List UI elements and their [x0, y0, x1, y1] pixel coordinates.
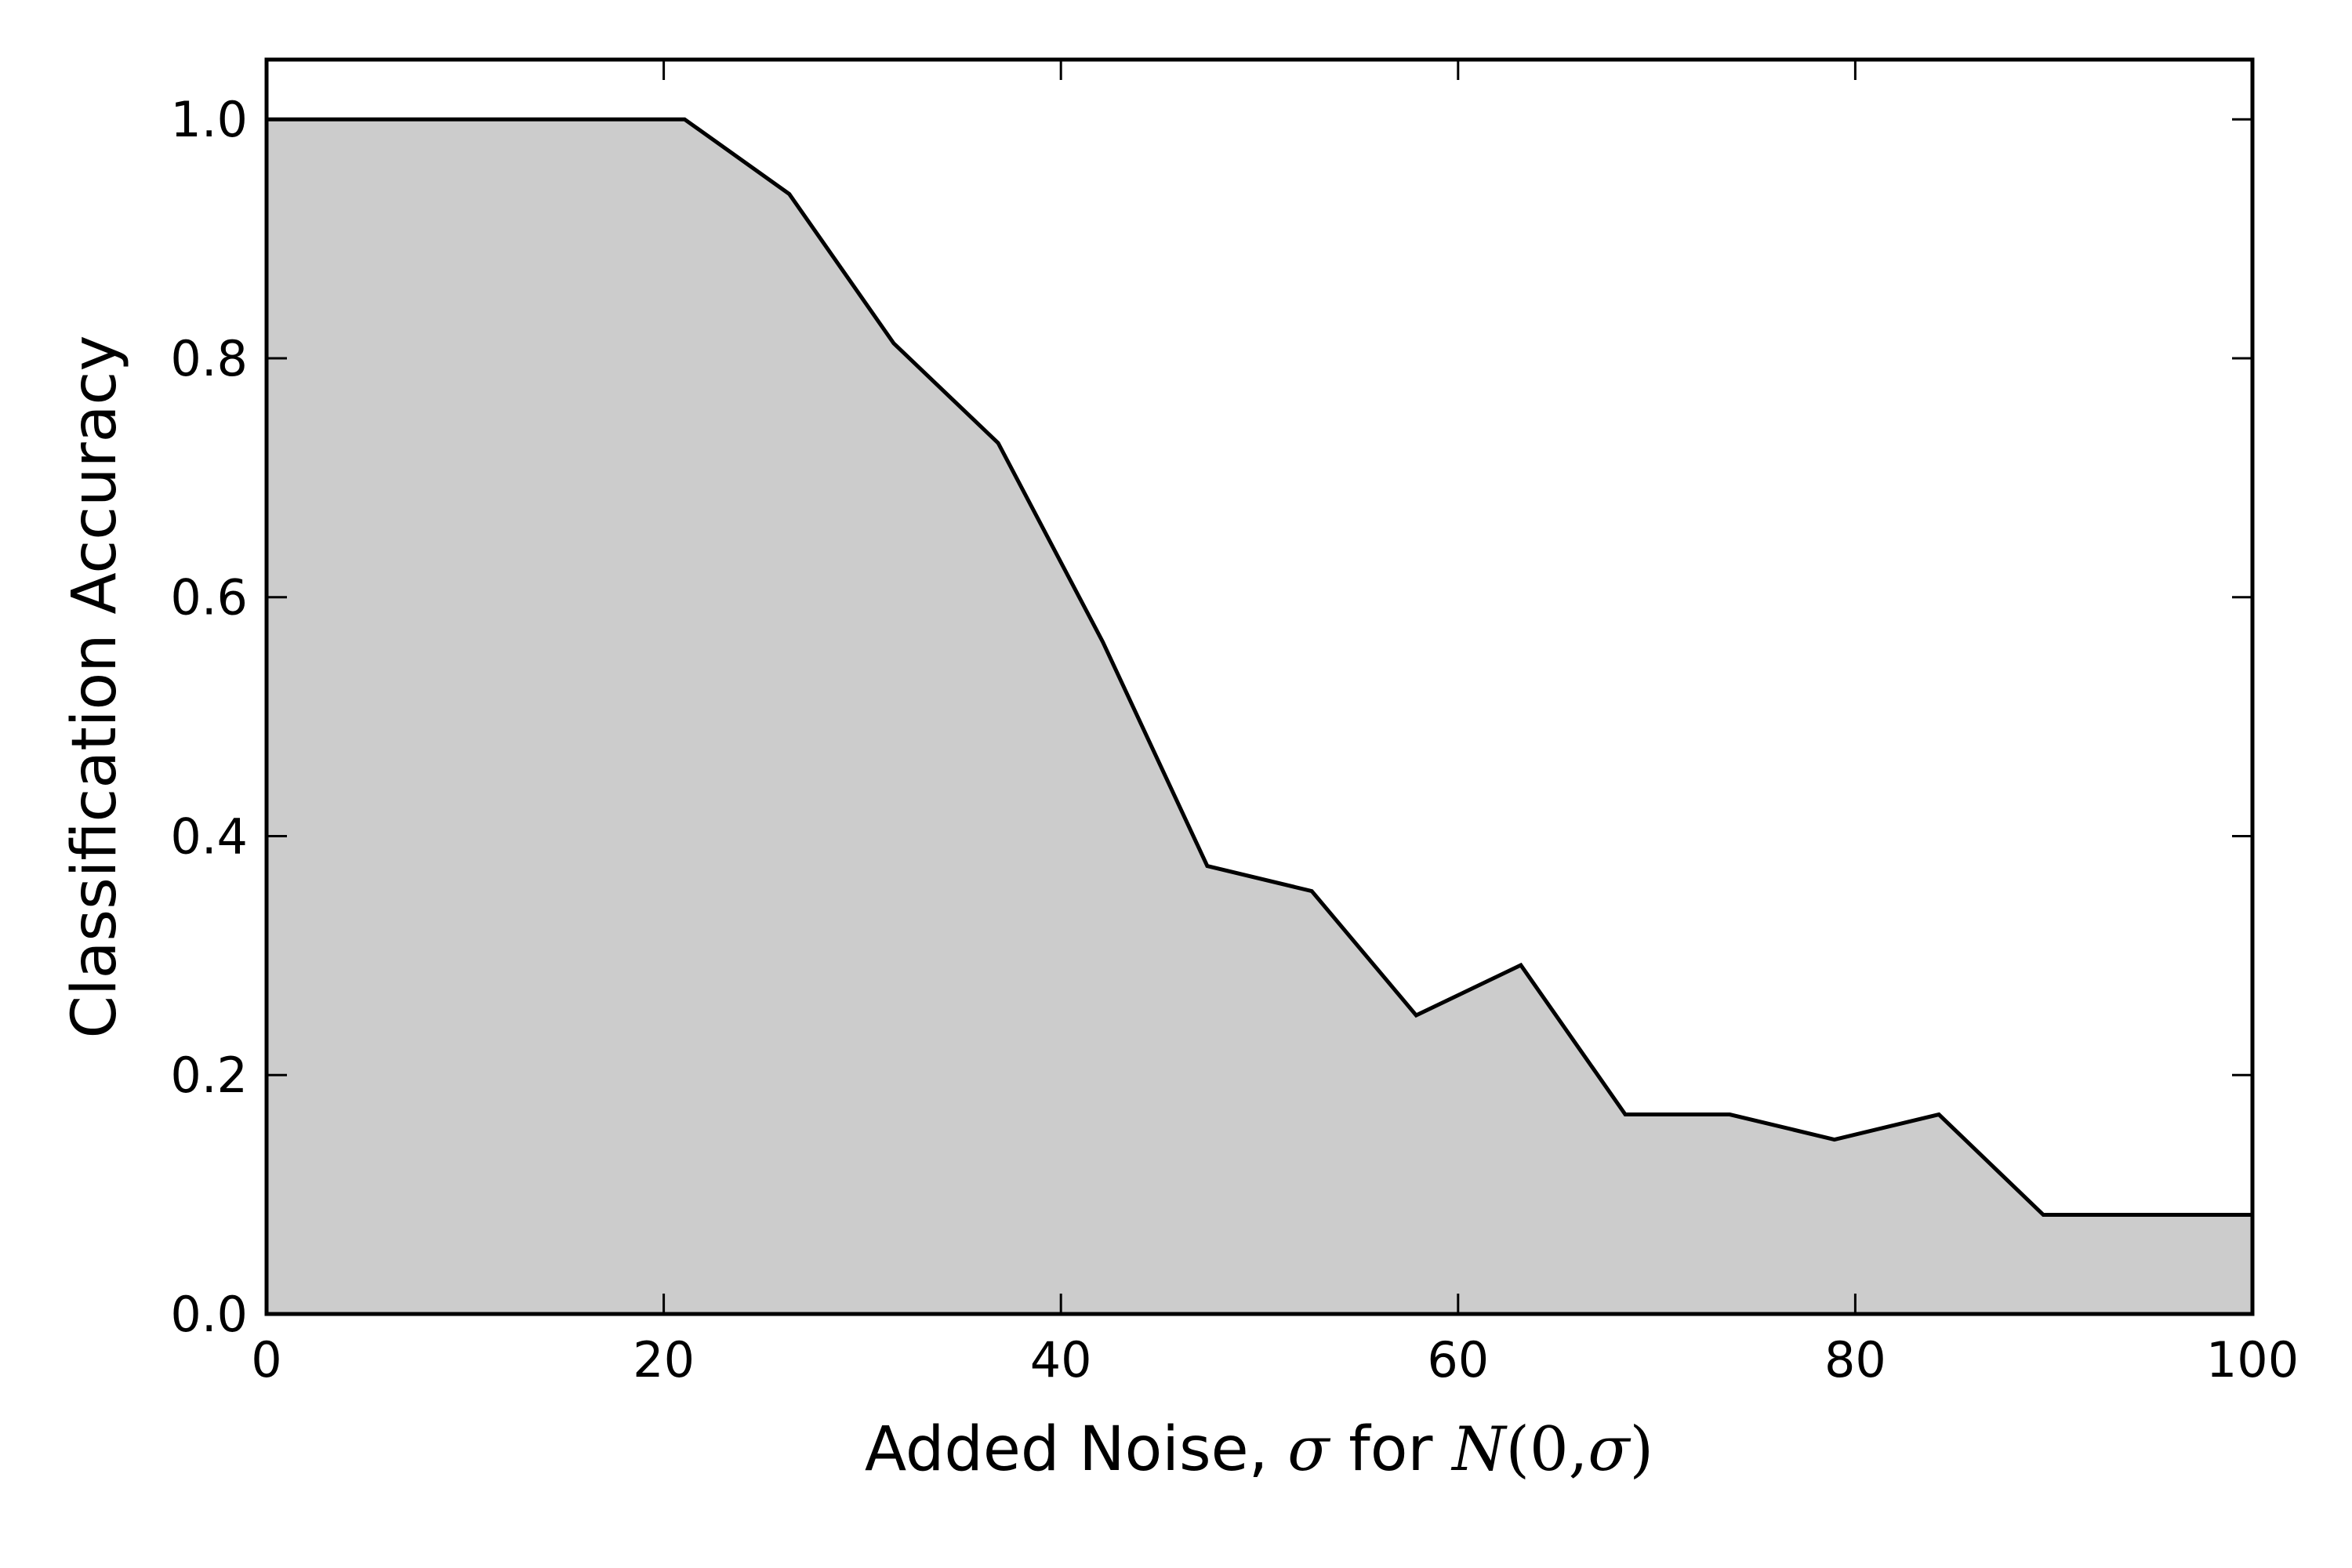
area-layer: [267, 119, 2252, 1315]
x-axis-label: Added Noise, σ for N(0,σ): [865, 1414, 1653, 1485]
y-tick-label: 0.2: [170, 1047, 248, 1104]
y-tick-label: 0.0: [170, 1286, 248, 1343]
x-tick-label: 20: [633, 1331, 695, 1388]
x-tick-label: 0: [251, 1331, 281, 1388]
x-tick-label: 100: [2206, 1331, 2299, 1388]
y-axis-label: Classification Accuracy: [60, 336, 130, 1039]
x-tick-label: 80: [1824, 1331, 1886, 1388]
x-tick-label: 40: [1030, 1331, 1092, 1388]
plot-frame: [264, 57, 2255, 1316]
x-tick-label: 60: [1427, 1331, 1489, 1388]
y-tick-label: 1.0: [170, 91, 248, 148]
tick-label-layer: 0 20 40 60 80 100 0.0 0.2 0.4 0.6 0.8 1.0: [170, 91, 2299, 1388]
line-layer: [267, 117, 2252, 1218]
series-line-0: [267, 117, 2252, 1218]
y-tick-label: 0.4: [170, 808, 248, 865]
y-tick-label: 0.6: [170, 569, 248, 626]
series-area-0: [267, 119, 2252, 1315]
y-tick-label: 0.8: [170, 330, 248, 387]
